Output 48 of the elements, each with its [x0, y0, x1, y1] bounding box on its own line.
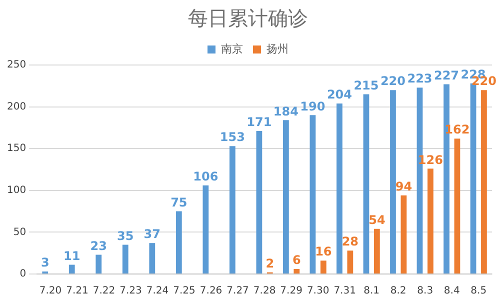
x-tick-label: 7.26 — [200, 286, 222, 297]
data-label: 184 — [273, 104, 298, 118]
data-label: 11 — [64, 248, 80, 263]
data-label: 37 — [144, 227, 161, 242]
data-label: 106 — [193, 170, 218, 184]
y-tick-label: 100 — [6, 184, 26, 196]
x-tick-label: 7.24 — [146, 286, 169, 297]
data-label: 223 — [407, 72, 432, 86]
x-tick-label: 7.28 — [253, 286, 276, 297]
data-label: 204 — [326, 88, 352, 102]
x-tick-label: 8.4 — [444, 286, 460, 297]
data-label: 153 — [220, 130, 245, 144]
y-tick-label: 250 — [6, 60, 26, 71]
chart-title: 每日累计确诊 — [188, 6, 308, 30]
x-tick-label: 7.30 — [306, 286, 330, 297]
x-tick-label: 8.2 — [390, 286, 406, 297]
y-tick-label: 0 — [20, 268, 26, 280]
legend-label: 南京 — [221, 42, 243, 56]
x-tick-label: 7.25 — [173, 286, 196, 297]
x-tick-label: 7.21 — [66, 286, 88, 297]
y-tick-label: 200 — [6, 101, 26, 112]
x-tick-label: 7.29 — [280, 286, 302, 297]
data-label: 16 — [315, 244, 332, 259]
x-tick-label: 8.5 — [470, 286, 487, 297]
x-tick-label: 7.20 — [39, 286, 62, 297]
legend-label: 扬州 — [266, 42, 288, 56]
data-label: 227 — [434, 68, 460, 82]
data-label: 2 — [266, 256, 274, 270]
data-label: 23 — [90, 238, 107, 253]
y-tick-label: 50 — [13, 226, 26, 238]
x-tick-label: 8.1 — [364, 286, 380, 297]
data-label: 28 — [342, 234, 359, 249]
y-tick-label: 150 — [6, 143, 26, 154]
data-label: 35 — [117, 228, 134, 243]
data-label: 3 — [40, 256, 50, 270]
x-tick-label: 7.27 — [226, 286, 249, 297]
x-tick-label: 7.23 — [120, 286, 142, 297]
data-label: 171 — [246, 115, 272, 130]
data-label: 75 — [170, 195, 188, 210]
x-tick-label: 8.3 — [417, 286, 434, 297]
data-label: 54 — [368, 212, 386, 227]
x-tick-label: 7.31 — [334, 286, 356, 297]
data-label: 215 — [354, 78, 379, 92]
x-tick-label: 7.22 — [92, 286, 116, 297]
data-label: 220 — [380, 74, 406, 88]
data-label: 6 — [292, 253, 301, 268]
data-label: 190 — [300, 99, 326, 114]
data-label: 94 — [395, 180, 412, 194]
